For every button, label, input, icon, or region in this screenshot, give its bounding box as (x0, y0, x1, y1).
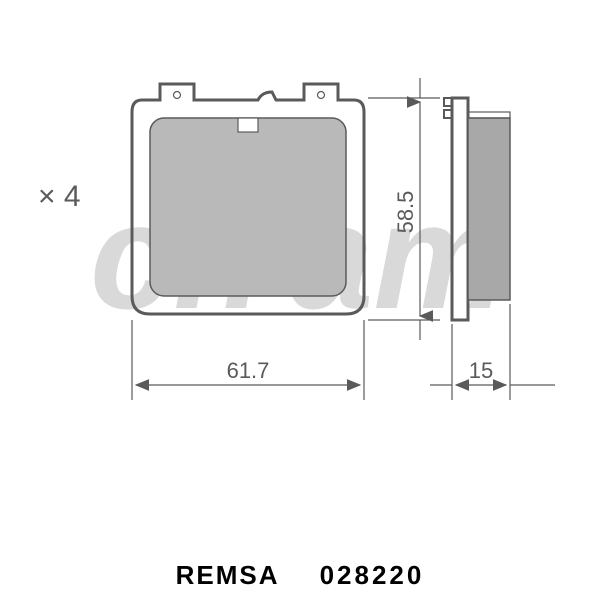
dimension-thickness-label: 15 (469, 358, 493, 383)
dimension-height-label: 58.5 (393, 191, 418, 234)
brand-name: REMSA (176, 560, 280, 591)
diagram-canvas: ci f am (0, 0, 600, 600)
dimension-width-label: 61.7 (227, 358, 270, 383)
part-number: 028220 (320, 560, 425, 591)
quantity-multiplier: × 4 (38, 180, 81, 214)
brake-pad-side-view (444, 98, 510, 320)
dimension-thickness: 15 (430, 304, 555, 400)
brand-bar: REMSA 028220 (0, 550, 600, 600)
brake-pad-front-view (132, 84, 364, 314)
technical-drawing: 61.7 15 58.5 (0, 0, 600, 540)
dimension-height: 58.5 (368, 78, 440, 340)
dimension-width: 61.7 (132, 320, 364, 400)
